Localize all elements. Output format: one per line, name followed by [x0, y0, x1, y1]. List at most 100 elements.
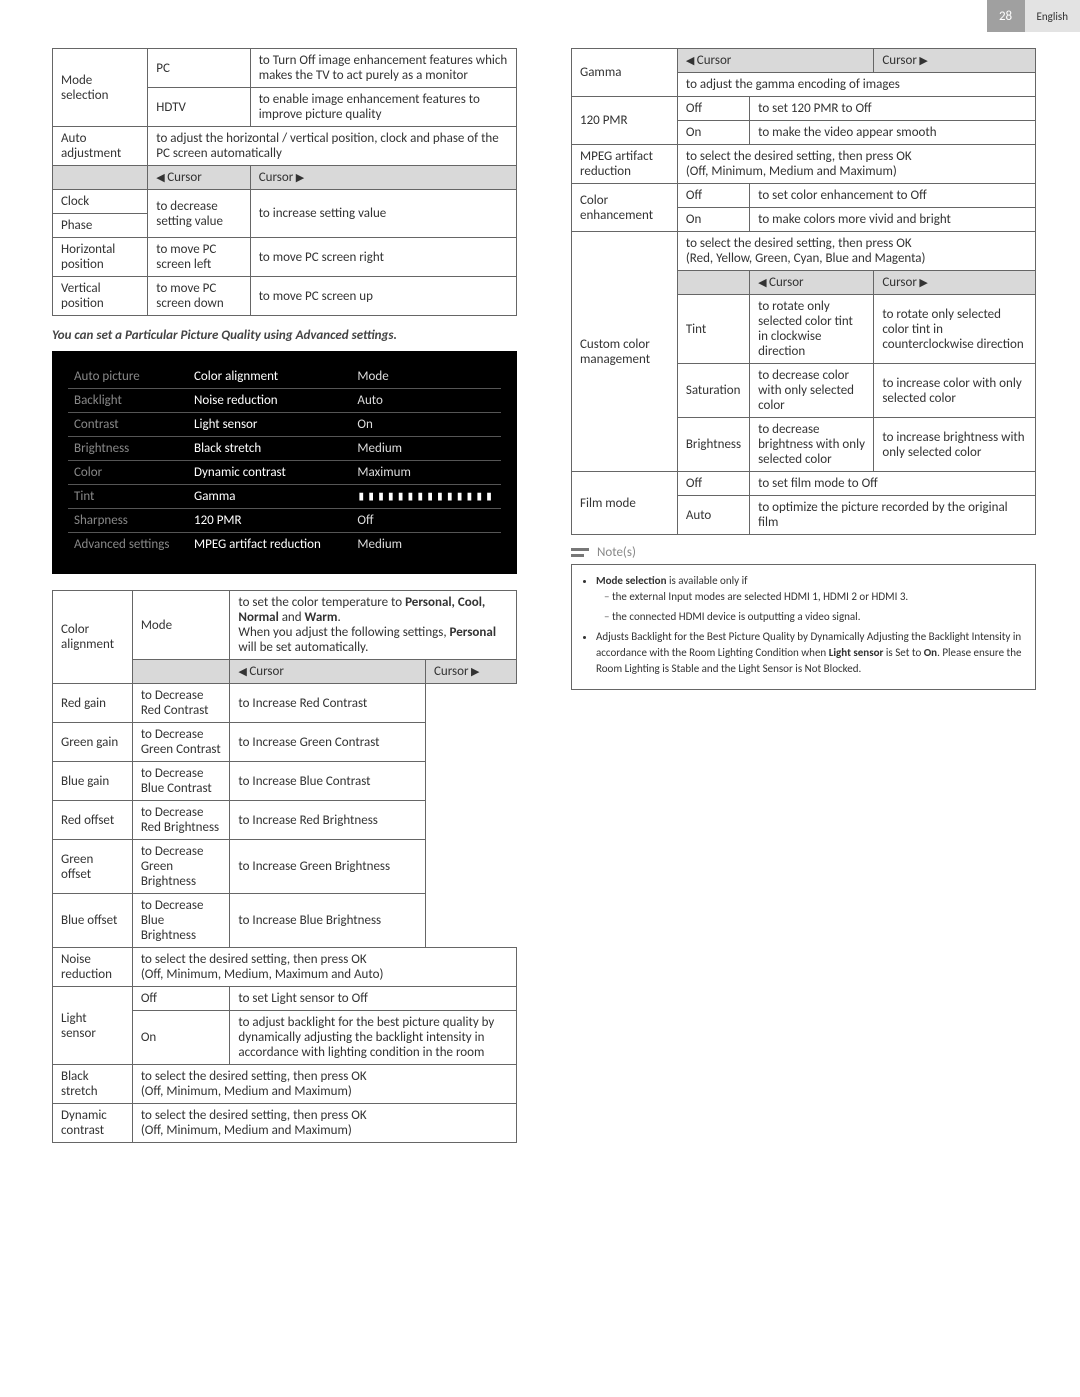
menu-cell: Noise reduction: [188, 389, 351, 413]
cell-param: Red gain: [53, 684, 133, 723]
notes-icon: [571, 546, 589, 560]
cell-saturation: Saturation: [677, 364, 749, 418]
cell-left-action: to Decrease Green Brightness: [132, 840, 230, 894]
notes-header: Note(s): [571, 545, 1036, 560]
cell-mode-selection: Mode selection: [53, 49, 148, 127]
cell-param: Blue offset: [53, 894, 133, 948]
notes-box: Mode selection is available only if the …: [571, 564, 1036, 690]
cell-sat-left: to decrease color with only selected col…: [750, 364, 874, 418]
menu-cell: 120 PMR: [188, 509, 351, 533]
cursor-left-header: Cursor: [677, 49, 874, 73]
cursor-left-header: Cursor: [750, 271, 874, 295]
cell-mode: Mode: [132, 591, 230, 660]
cell-right-action: to Increase Blue Contrast: [230, 762, 426, 801]
cell-bri-left: to decrease brightness with only selecte…: [750, 418, 874, 472]
cell-ls-on-desc: to adjust backlight for the best picture…: [230, 1011, 517, 1065]
page: 28 English Mode selection PC to Turn Off…: [0, 0, 1080, 1173]
cell-light-sensor: Light sensor: [53, 987, 133, 1065]
menu-cell: Color: [68, 461, 188, 485]
menu-cell: Medium: [351, 437, 501, 461]
menu-cell: Medium: [351, 533, 501, 557]
cell-120pmr: 120 PMR: [572, 97, 678, 145]
cell-ce-off-desc: to set color enhancement to Off: [750, 184, 1036, 208]
menu-cell: Off: [351, 509, 501, 533]
note-sub-item: the external Input modes are selected HD…: [604, 589, 1025, 605]
content-columns: Mode selection PC to Turn Off image enha…: [0, 32, 1080, 1143]
cell-right-action: to Increase Green Brightness: [230, 840, 426, 894]
advanced-settings-caption: You can set a Particular Picture Quality…: [52, 328, 517, 343]
cell-vpos-down: to move PC screen down: [148, 277, 250, 316]
cell-pc-desc: to Turn Off image enhancement features w…: [250, 49, 516, 88]
advanced-table: Gamma Cursor Cursor to adjust the gamma …: [571, 48, 1036, 535]
menu-cell: Light sensor: [188, 413, 351, 437]
cell-noise-reduction: Noise reduction: [53, 948, 133, 987]
cursor-right-header: Cursor: [425, 660, 516, 684]
cell-tint: Tint: [677, 295, 749, 364]
cell-color-alignment: Color alignment: [53, 591, 133, 684]
cell-right-action: to Increase Blue Brightness: [230, 894, 426, 948]
cell-tint-left: to rotate only selected color tint in cl…: [750, 295, 874, 364]
notes-label: Note(s): [597, 545, 636, 560]
menu-cell: Contrast: [68, 413, 188, 437]
cell-param: Green offset: [53, 840, 133, 894]
cell-black-stretch-desc: to select the desired setting, then pres…: [132, 1065, 516, 1104]
menu-cell: Brightness: [68, 437, 188, 461]
cell-brightness: Brightness: [677, 418, 749, 472]
cell-pmr-off: Off: [677, 97, 749, 121]
cell-right-action: to Increase Red Brightness: [230, 801, 426, 840]
cell-clock: Clock: [53, 190, 148, 214]
cell-mode-desc: to set the color temperature to Personal…: [230, 591, 517, 660]
cell-dec-setting: to decrease setting value: [148, 190, 250, 238]
cell-left-action: to Decrease Blue Contrast: [132, 762, 230, 801]
cell-ls-off-desc: to set Light sensor to Off: [230, 987, 517, 1011]
cell-fm-auto-desc: to optimize the picture recorded by the …: [750, 496, 1036, 535]
cell-sat-right: to increase color with only selected col…: [874, 364, 1036, 418]
cell-left-action: to Decrease Green Contrast: [132, 723, 230, 762]
cell-blank: [53, 166, 148, 190]
menu-cell: Tint: [68, 485, 188, 509]
cell-ccm-desc: to select the desired setting, then pres…: [677, 232, 1035, 271]
cursor-left-header: Cursor: [230, 660, 426, 684]
cursor-right-header: Cursor: [874, 271, 1036, 295]
cell-ce-on-desc: to make colors more vivid and bright: [750, 208, 1036, 232]
cell-gamma: Gamma: [572, 49, 678, 97]
menu-cell: Black stretch: [188, 437, 351, 461]
cell-param: Red offset: [53, 801, 133, 840]
cursor-left-header: Cursor: [148, 166, 250, 190]
note-sub-item: the connected HDMI device is outputting …: [604, 609, 1025, 625]
cell-blank: [132, 660, 230, 684]
cell-ce-on: On: [677, 208, 749, 232]
color-alignment-table: Color alignment Mode to set the color te…: [52, 590, 517, 1143]
note-item: Mode selection is available only if the …: [596, 573, 1025, 625]
cell-black-stretch: Black stretch: [53, 1065, 133, 1104]
cell-fm-off-desc: to set film mode to Off: [750, 472, 1036, 496]
page-header: 28 English: [0, 0, 1080, 32]
cell-dynamic-contrast: Dynamic contrast: [53, 1104, 133, 1143]
cell-gamma-desc: to adjust the gamma encoding of images: [677, 73, 1035, 97]
note-item: Adjusts Backlight for the Best Picture Q…: [596, 629, 1025, 677]
menu-cell: MPEG artifact reduction: [188, 533, 351, 557]
cell-fm-auto: Auto: [677, 496, 749, 535]
page-language: English: [1025, 0, 1080, 32]
cell-ce-off: Off: [677, 184, 749, 208]
menu-cell: Auto picture: [68, 365, 188, 389]
cell-ls-on: On: [132, 1011, 230, 1065]
left-column: Mode selection PC to Turn Off image enha…: [52, 48, 517, 1143]
cell-bri-right: to increase brightness with only selecte…: [874, 418, 1036, 472]
cell-inc-setting: to increase setting value: [250, 190, 516, 238]
menu-cell: Backlight: [68, 389, 188, 413]
page-number: 28: [987, 0, 1025, 32]
menu-cell: Sharpness: [68, 509, 188, 533]
cell-pmr-off-desc: to set 120 PMR to Off: [750, 97, 1036, 121]
menu-cell: Gamma: [188, 485, 351, 509]
cell-pmr-on-desc: to make the video appear smooth: [750, 121, 1036, 145]
menu-cell: Mode: [351, 365, 501, 389]
cell-hdtv: HDTV: [148, 88, 250, 127]
cell-color-enh: Color enhancement: [572, 184, 678, 232]
cell-left-action: to Decrease Red Contrast: [132, 684, 230, 723]
cursor-right-header: Cursor: [250, 166, 516, 190]
menu-cell: Color alignment: [188, 365, 351, 389]
cell-left-action: to Decrease Blue Brightness: [132, 894, 230, 948]
cell-film-mode: Film mode: [572, 472, 678, 535]
cell-right-action: to Increase Green Contrast: [230, 723, 426, 762]
